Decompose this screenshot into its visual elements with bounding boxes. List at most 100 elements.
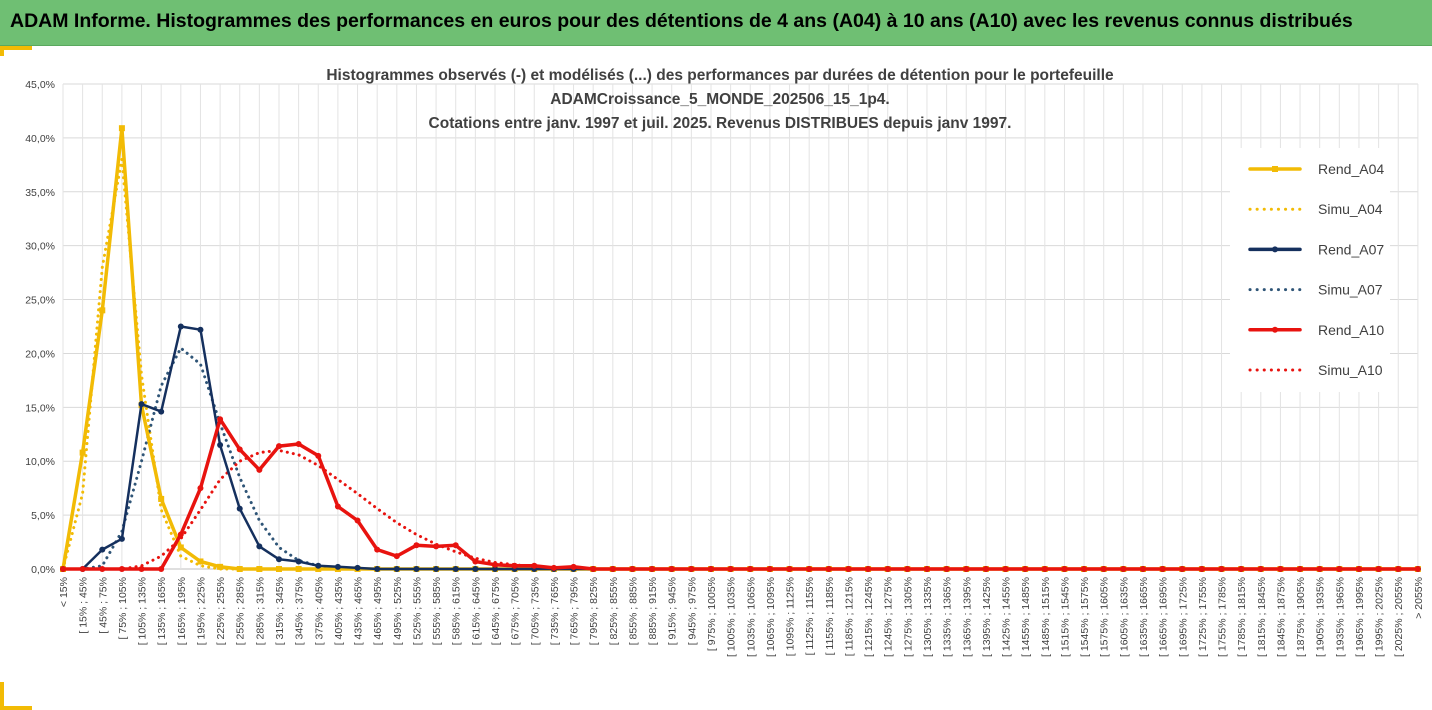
data-point — [1355, 566, 1362, 572]
data-point — [295, 558, 302, 565]
data-point — [766, 566, 773, 572]
data-point — [256, 466, 263, 473]
data-point — [963, 566, 970, 572]
data-point — [472, 558, 479, 565]
legend-label: Simu_A10 — [1318, 362, 1383, 378]
data-point — [1218, 566, 1225, 572]
x-tick-label: [ 1875% ; 1905% — [1295, 577, 1307, 657]
data-point — [1336, 566, 1343, 572]
frame-corner-top-left — [0, 46, 32, 50]
frame-corner-bottom-left — [0, 682, 4, 710]
data-point — [79, 449, 86, 456]
data-point — [1022, 566, 1029, 572]
data-point — [1139, 566, 1146, 572]
data-point — [1081, 566, 1088, 572]
data-point — [138, 566, 145, 572]
series-Simu_A04 — [61, 157, 1420, 571]
frame-corner-bottom-left-horizontal — [0, 706, 32, 710]
x-tick-label: [ 1695% ; 1725% — [1177, 577, 1189, 657]
x-tick-label: [ 135% ; 165% — [156, 577, 168, 645]
data-point — [118, 535, 125, 542]
legend-entry-Rend_A04: Rend_A04 — [1248, 161, 1384, 177]
data-point — [452, 542, 459, 549]
legend-entry-Rend_A10: Rend_A10 — [1248, 322, 1384, 338]
x-tick-label: [ 915% ; 945% — [667, 577, 679, 645]
data-point — [236, 505, 243, 512]
data-point — [275, 556, 282, 563]
x-tick-label: [ 1785% ; 1815% — [1236, 577, 1248, 657]
x-tick-label: [ 585% ; 615% — [451, 577, 463, 645]
x-tick-label: [ 615% ; 645% — [470, 577, 482, 645]
data-point — [825, 566, 832, 572]
x-tick-label: [ 465% ; 495% — [372, 577, 384, 645]
legend-entry-Simu_A07: Simu_A07 — [1248, 282, 1383, 298]
x-tick-label: [ 1605% ; 1635% — [1118, 577, 1130, 657]
x-tick-label: [ 1335% ; 1365% — [942, 577, 954, 657]
data-point — [334, 503, 341, 510]
x-tick-label: [ 1065% ; 1095% — [765, 577, 777, 657]
data-point — [413, 566, 420, 572]
legend-marker — [1272, 166, 1278, 172]
x-tick-label: [ 855% ; 885% — [627, 577, 639, 645]
data-point — [1316, 566, 1323, 572]
y-tick-label: 45,0% — [25, 79, 55, 91]
x-tick-label: [ 225% ; 255% — [215, 577, 227, 645]
data-point — [295, 440, 302, 447]
data-point — [1375, 566, 1382, 572]
data-point — [1061, 566, 1068, 572]
data-point — [649, 566, 656, 572]
series-line — [61, 346, 1420, 571]
data-point — [197, 485, 204, 492]
data-point — [79, 566, 86, 572]
x-tick-label: [ 1995% ; 2025% — [1374, 577, 1386, 657]
x-tick-label: [ 165% ; 195% — [176, 577, 188, 645]
series-Rend_A07 — [60, 323, 1421, 572]
y-tick-label: 40,0% — [25, 133, 55, 145]
x-tick-label: [ 45% ; 75% — [97, 577, 109, 634]
x-tick-label: [ 1365% ; 1395% — [961, 577, 973, 657]
x-tick-label: [ 315% ; 345% — [274, 577, 286, 645]
data-point — [1297, 566, 1304, 572]
legend-entry-Simu_A10: Simu_A10 — [1248, 362, 1383, 378]
data-point — [1041, 566, 1048, 572]
data-point — [256, 566, 263, 572]
data-point — [1238, 566, 1245, 572]
x-tick-label: [ 345% ; 375% — [294, 577, 306, 645]
x-tick-label: [ 1485% ; 1515% — [1040, 577, 1052, 657]
data-point — [393, 553, 400, 560]
data-point — [217, 563, 224, 570]
data-point — [217, 416, 224, 423]
data-point — [118, 566, 125, 572]
data-point — [786, 566, 793, 572]
data-point — [158, 408, 165, 415]
x-axis: < 15% [ 15% ; 45% [ 45% ; 75% [ 75% ; 105% [… — [58, 577, 1425, 657]
y-axis: 0,0% 5,0% 10,0% 15,0% 20,0% 25,0% 30,0% 35,0% 40… — [25, 79, 55, 576]
data-point — [275, 566, 282, 572]
x-tick-label: [ 825% ; 855% — [608, 577, 620, 645]
y-tick-label: 0,0% — [31, 564, 55, 576]
x-tick-label: [ 495% ; 525% — [392, 577, 404, 645]
x-tick-label: [ 795% ; 825% — [588, 577, 600, 645]
x-tick-label: [ 1215% ; 1245% — [863, 577, 875, 657]
banner-title: ADAM Informe. Histogrammes des performan… — [10, 10, 1353, 32]
data-point — [99, 307, 106, 314]
y-tick-label: 35,0% — [25, 187, 55, 199]
chart-series — [60, 125, 1421, 572]
data-point — [354, 517, 361, 524]
data-point — [275, 443, 282, 450]
data-point — [99, 546, 106, 553]
x-tick-label: [ 1725% ; 1755% — [1197, 577, 1209, 657]
page-banner: ADAM Informe. Histogrammes des performan… — [0, 0, 1432, 46]
x-tick-label: [ 1755% ; 1785% — [1217, 577, 1229, 657]
histogram-chart: Histogrammes observés (-) et modélisés (… — [25, 67, 1425, 657]
x-tick-label: [ 645% ; 675% — [490, 577, 502, 645]
x-tick-label: [ 405% ; 435% — [333, 577, 345, 645]
data-point — [1277, 566, 1284, 572]
data-point — [590, 566, 597, 572]
x-tick-label: [ 255% ; 285% — [235, 577, 247, 645]
data-point — [570, 563, 577, 570]
x-tick-label: [ 675% ; 705% — [510, 577, 522, 645]
data-point — [236, 446, 243, 453]
legend-label: Simu_A04 — [1318, 201, 1383, 217]
data-point — [433, 543, 440, 550]
